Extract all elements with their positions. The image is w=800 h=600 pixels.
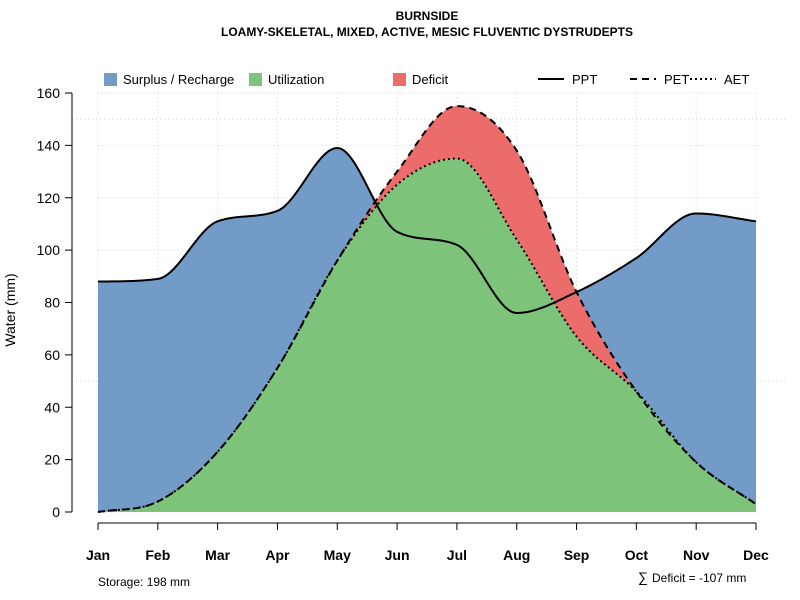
series-lines (97, 105, 757, 513)
utilization-area (98, 158, 756, 513)
pet-line (97, 105, 757, 513)
y-tick-label: 160 (37, 85, 61, 101)
deficit-note: Deficit = -107 mm (652, 571, 746, 585)
legend-swatch (249, 73, 262, 86)
legend-label: PET (664, 72, 689, 87)
legend-item-deficit: Deficit (393, 72, 449, 87)
legend-label: AET (724, 72, 749, 87)
x-tick-label: Oct (625, 547, 649, 563)
x-tick-label: Jan (86, 547, 110, 563)
legend-item-utilization: Utilization (249, 72, 324, 87)
axes: 0 20 40 60 80 100 120 140 160 Jan Feb Mar Apr May Jun J… (37, 85, 769, 563)
legend-item-aet: AET (690, 72, 749, 87)
x-tick-label: Nov (683, 547, 710, 563)
chart-title: BURNSIDE (396, 9, 459, 23)
x-tick-label: Aug (503, 547, 530, 563)
x-tick-label: Feb (145, 547, 170, 563)
y-tick-label: 40 (44, 399, 60, 415)
legend-item-pet: PET (630, 72, 689, 87)
x-tick-label: Jun (385, 547, 410, 563)
y-tick-label: 0 (52, 504, 60, 520)
legend-item-ppt: PPT (538, 72, 597, 87)
legend: Surplus / Recharge Utilization Deficit PPT P… (104, 72, 749, 87)
y-tick-label: 120 (37, 190, 61, 206)
x-tick-label: Jul (447, 547, 467, 563)
storage-note: Storage: 198 mm (98, 575, 190, 589)
x-tick-label: May (324, 547, 351, 563)
y-tick-label: 60 (44, 347, 60, 363)
x-tick-label: Mar (205, 547, 230, 563)
chart-subtitle: LOAMY-SKELETAL, MIXED, ACTIVE, MESIC FLU… (221, 25, 633, 39)
x-tick-label: Sep (564, 547, 590, 563)
y-tick-label: 20 (44, 452, 60, 468)
sum-symbol: ∑ (638, 569, 648, 585)
y-tick-label: 100 (37, 242, 61, 258)
legend-swatch (393, 73, 406, 86)
ppt-line (97, 146, 757, 314)
x-tick-label: Dec (743, 547, 769, 563)
legend-label: PPT (572, 72, 597, 87)
legend-label: Utilization (268, 72, 324, 87)
legend-label: Deficit (412, 72, 449, 87)
legend-item-surplus-recharge: Surplus / Recharge (104, 72, 234, 87)
y-tick-label: 80 (44, 295, 60, 311)
legend-swatch (104, 73, 117, 86)
legend-label: Surplus / Recharge (123, 72, 234, 87)
y-axis-label: Water (mm) (2, 273, 18, 346)
y-tick-label: 140 (37, 137, 61, 153)
area-fills (98, 106, 756, 513)
x-tick-label: Apr (265, 547, 290, 563)
